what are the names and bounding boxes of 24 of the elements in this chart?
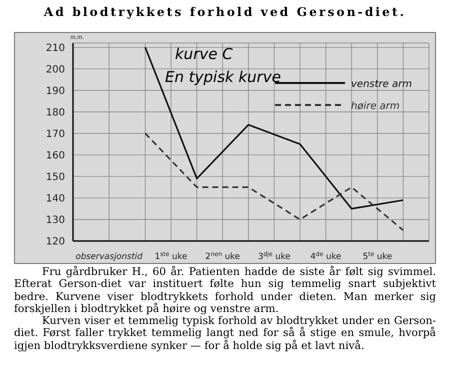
y-tick-label: 200 bbox=[46, 64, 65, 76]
annotation: En typisk kurve bbox=[165, 68, 281, 86]
y-tick-label: 180 bbox=[46, 107, 65, 118]
y-tick-label: 150 bbox=[46, 172, 65, 183]
x-tick-label: 5$^{te}$ uke bbox=[362, 250, 392, 262]
x-tick-label: 1$^{ste}$ uke bbox=[154, 250, 188, 262]
chart-title: Ad blodtrykkets forhold ved Gerson-diet. bbox=[42, 5, 408, 19]
y-tick-label: 160 bbox=[46, 150, 65, 162]
x-tick-label: observasjonstid bbox=[76, 252, 144, 262]
y-tick-label: 140 bbox=[46, 194, 65, 205]
x-tick-label: 2$^{nen}$ uke bbox=[205, 250, 240, 262]
text: Kurven viser et temmelig typisk forhold av blodtrykket under en Gerson-diet. Først faller trykket temmelig langt ned for så å stige en smule, hvorpå igjen blodtrykksverdiene synker — for å holde sig på et lavt nivå. bbox=[14, 315, 436, 352]
line-series bbox=[144, 132, 404, 232]
y-tick-label: 170 bbox=[46, 128, 65, 140]
x-tick-label: 3$^{dje}$ uke bbox=[258, 250, 290, 262]
text: venstre arm bbox=[351, 79, 412, 90]
x-tick-label: 4$^{de}$ uke bbox=[310, 250, 342, 262]
y-tick-label: 120 bbox=[46, 236, 65, 248]
y-tick-label: 210 bbox=[46, 42, 65, 54]
y-tick-label: 130 bbox=[46, 215, 65, 226]
text: høire arm bbox=[351, 101, 400, 112]
annotation: kurve C bbox=[175, 45, 233, 63]
y-tick-label: 190 bbox=[46, 86, 65, 97]
text: Fru gårdbruker H., 60 år. Patienten hadde de siste år følt sig svimmel. Efterat Gerson-diet var instituert følte hun sig temmelig snart subjektivt bedre. Kurvene viser blodtrykkets forhold under dieten. Man merker sig forskjellen i blodtrykket på høire og venstre arm. bbox=[14, 266, 436, 316]
